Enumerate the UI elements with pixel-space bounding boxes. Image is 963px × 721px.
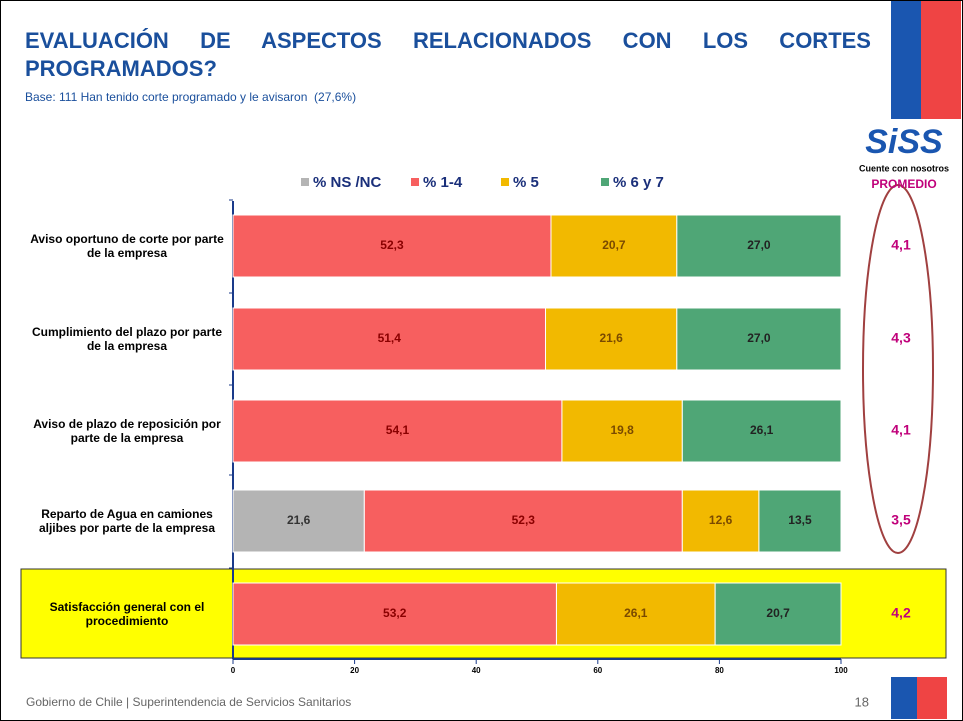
value-label: 19,8 [610, 423, 634, 437]
subtitle: Base: 111 Han tenido corte programado y … [25, 90, 357, 104]
logo-tagline: Cuente con nosotros [859, 163, 949, 173]
logo: SiSS [865, 123, 943, 161]
bar-segment [550, 214, 678, 278]
value-label: 12,6 [709, 513, 733, 527]
bar-segment [681, 399, 842, 463]
bar-segment [232, 214, 552, 278]
x-tick-label: 20 [350, 666, 359, 675]
legend-label: % 1-4 [423, 174, 463, 191]
category-label: Aviso de plazo de reposición por parte d… [33, 417, 221, 445]
category-label: Cumplimiento del plazo por parte de la e… [31, 325, 222, 353]
bar-segment [758, 489, 842, 553]
bar-segment [561, 399, 683, 463]
bar-segment [232, 307, 547, 371]
value-label: 20,7 [602, 238, 626, 252]
page-number: 18 [855, 694, 869, 709]
legend-swatch [411, 178, 419, 186]
legend-swatch [601, 178, 609, 186]
flag-red-footer [917, 677, 947, 719]
bar-segment [676, 307, 842, 371]
value-label: 53,2 [383, 606, 407, 620]
legend-swatch [301, 178, 309, 186]
x-tick-label: 80 [715, 666, 724, 675]
bar-segment [676, 214, 842, 278]
value-label: 21,6 [287, 513, 311, 527]
title: EVALUACIÓN DE ASPECTOS RELACIONADOS CON … [25, 28, 871, 81]
value-label: 51,4 [378, 331, 402, 345]
category-label: Aviso oportuno de corte por parte de la … [30, 232, 224, 260]
promedio-value: 4,1 [891, 422, 911, 438]
flag-blue-footer [891, 677, 917, 719]
bar-segment [714, 582, 842, 646]
legend-label: % 6 y 7 [613, 174, 664, 191]
value-label: 13,5 [788, 513, 812, 527]
bar-segment [555, 582, 716, 646]
category-label: Reparto de Agua en camiones aljibes por … [38, 507, 216, 535]
value-label: 27,0 [747, 238, 771, 252]
flag-red [921, 1, 961, 119]
promedio-value: 3,5 [891, 512, 911, 528]
legend-swatch [501, 178, 509, 186]
legend-label: % 5 [513, 174, 539, 191]
value-label: 26,1 [624, 606, 648, 620]
legend-label: % NS /NC [313, 174, 382, 191]
value-label: 21,6 [599, 331, 623, 345]
promedio-value: 4,2 [891, 605, 911, 621]
x-tick-label: 60 [593, 666, 602, 675]
footer-text: Gobierno de Chile | Superintendencia de … [26, 695, 351, 709]
bar-segment [232, 489, 365, 553]
category-label: Satisfacción general con el procedimient… [49, 600, 205, 628]
flag-blue [891, 1, 921, 119]
value-label: 52,3 [512, 513, 536, 527]
value-label: 54,1 [386, 423, 410, 437]
value-label: 20,7 [766, 606, 790, 620]
x-tick-label: 0 [231, 666, 236, 675]
value-label: 52,3 [380, 238, 404, 252]
x-tick-label: 40 [472, 666, 481, 675]
x-tick-label: 100 [834, 666, 848, 675]
bar-segment [232, 399, 563, 463]
promedio-ellipse [862, 184, 934, 554]
promedio-value: 4,1 [891, 237, 911, 253]
bar-segment [232, 582, 557, 646]
value-label: 26,1 [750, 423, 774, 437]
promedio-title: PROMEDIO [871, 177, 936, 191]
bar-segment [363, 489, 683, 553]
promedio-value: 4,3 [891, 330, 911, 346]
bar-segment [545, 307, 678, 371]
value-label: 27,0 [747, 331, 771, 345]
